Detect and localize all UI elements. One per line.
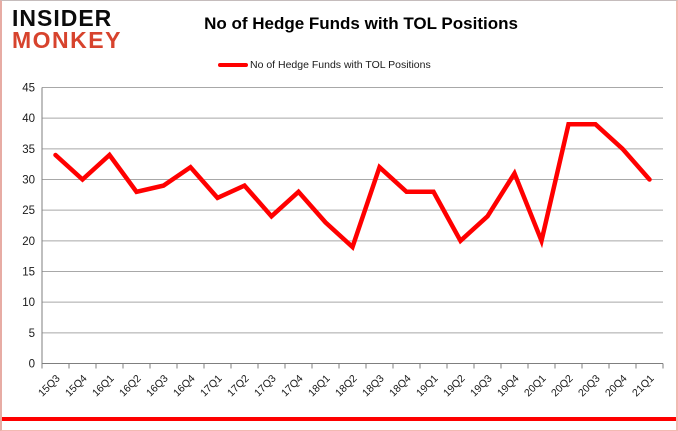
- x-axis-tick-label: 20Q1: [522, 373, 549, 400]
- x-axis-tick-label: 17Q3: [252, 373, 279, 400]
- x-axis-tick-label: 18Q1: [306, 373, 333, 400]
- x-axis-tick-label: 16Q2: [117, 373, 144, 400]
- y-axis-tick-label: 30: [22, 175, 35, 187]
- x-axis-tick-label: 16Q4: [171, 373, 198, 400]
- page-title: No of Hedge Funds with TOL Positions: [204, 14, 518, 33]
- x-axis-tick-label: 18Q2: [333, 373, 360, 400]
- logo-text-monkey: MONKEY: [12, 26, 122, 53]
- x-axis-tick-label: 21Q1: [630, 373, 657, 400]
- legend-line-swatch: [218, 63, 248, 67]
- x-axis-tick-label: 17Q4: [279, 373, 306, 400]
- y-axis-tick-label: 10: [22, 297, 35, 309]
- logo-text-insider: INSIDER: [12, 5, 113, 31]
- y-axis-tick-label: 5: [29, 328, 35, 340]
- legend: No of Hedge Funds with TOL Positions: [218, 59, 431, 71]
- y-axis-tick-label: 15: [22, 267, 35, 279]
- y-axis-tick-label: 25: [22, 205, 35, 217]
- series-line: [53, 122, 652, 251]
- x-axis-tick-label: 19Q3: [468, 373, 495, 400]
- x-axis-tick-label: 18Q3: [360, 373, 387, 400]
- x-axis-tick-label: 18Q4: [387, 373, 414, 400]
- x-axis-tick-label: 15Q4: [63, 373, 90, 400]
- x-axis-tick-label: 15Q3: [36, 373, 63, 400]
- x-axis-tick-label: 16Q1: [90, 373, 117, 400]
- y-axis-tick-label: 35: [22, 144, 35, 156]
- x-axis-tick-label: 17Q2: [225, 373, 252, 400]
- insider-monkey-logo: INSIDER MONKEY: [12, 5, 122, 53]
- legend-label: No of Hedge Funds with TOL Positions: [250, 59, 431, 71]
- bottom-red-rule: [2, 417, 676, 421]
- x-axis-tick-label: 17Q1: [198, 373, 225, 400]
- y-axis-tick-label: 20: [22, 236, 35, 248]
- x-axis-tick-label: 19Q1: [414, 373, 441, 400]
- x-axis-tick-label: 20Q3: [576, 373, 603, 400]
- y-axis-tick-label: 40: [22, 113, 35, 125]
- x-axis-tick-label: 16Q3: [144, 373, 171, 400]
- x-axis-tick-label: 19Q4: [495, 373, 522, 400]
- x-axis-tick-label: 20Q2: [549, 373, 576, 400]
- y-axis-tick-label: 0: [29, 359, 35, 371]
- x-axis-tick-label: 19Q2: [441, 373, 468, 400]
- x-axis-tick-label: 20Q4: [603, 373, 630, 400]
- y-axis-tick-label: 45: [22, 83, 35, 95]
